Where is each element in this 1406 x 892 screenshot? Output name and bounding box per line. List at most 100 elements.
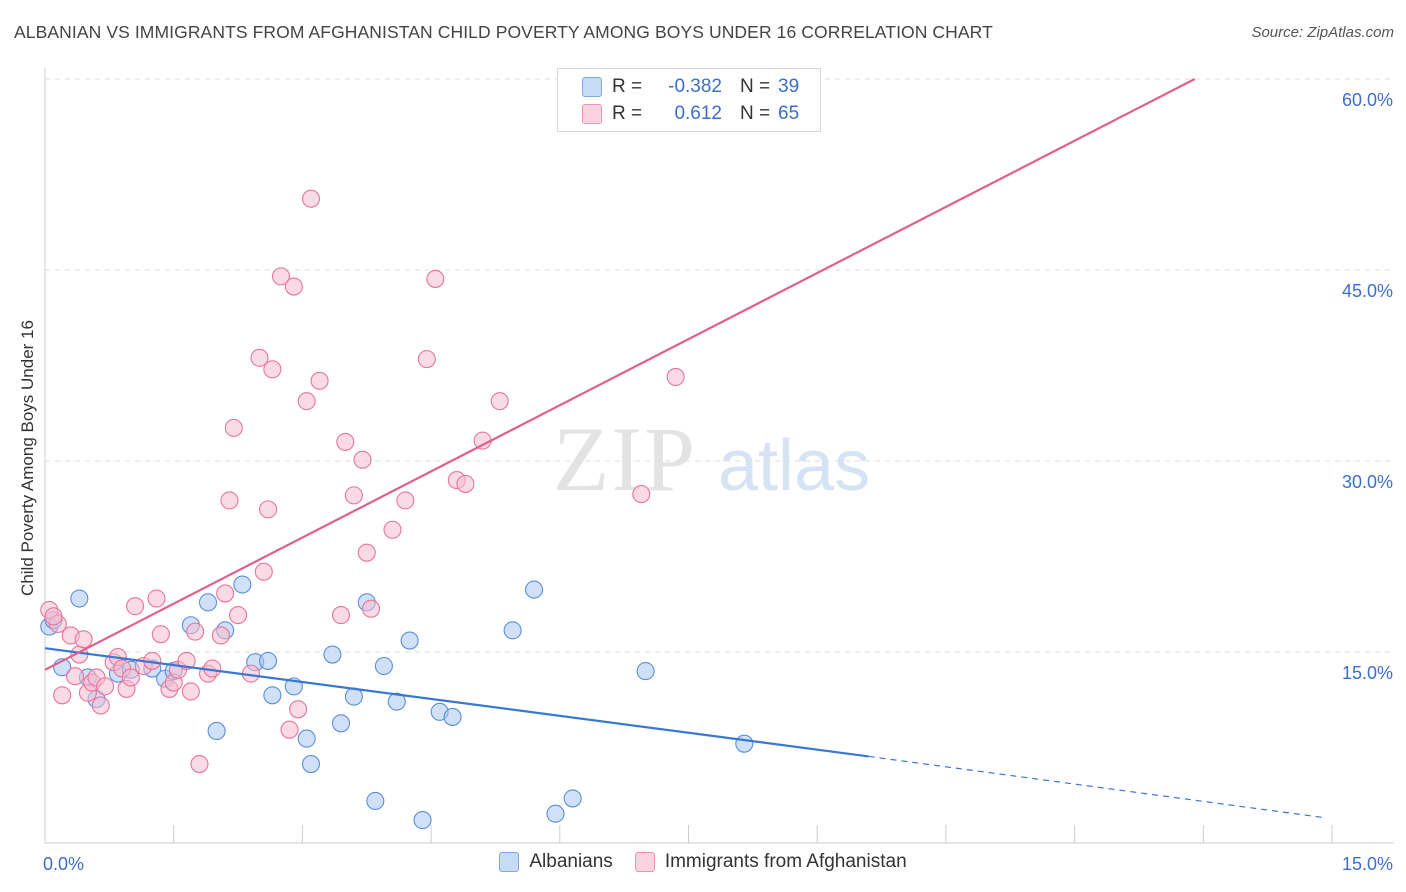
afghanistan-point (284, 277, 303, 296)
y-tick-label: 15.0% (1342, 663, 1393, 683)
albanian-point (636, 662, 655, 681)
albanian-point (331, 714, 351, 733)
watermark-atlas: atlas (718, 426, 870, 506)
albanian-point (546, 804, 565, 823)
afghanistan-point (301, 189, 321, 208)
afghanistan-point (456, 474, 475, 493)
afghanistan-point (353, 450, 372, 469)
afghanistan-point (181, 682, 200, 701)
albanian-point (323, 645, 342, 664)
afghanistan-point (357, 543, 376, 562)
trend-lines (44, 78, 1324, 819)
afghanistan-point (490, 392, 509, 411)
albanian-point (413, 811, 432, 830)
afghanistan-point (216, 584, 235, 603)
albanian-point (525, 580, 544, 599)
afghanistan-point (289, 700, 308, 719)
albanian-trend-line-extension (868, 755, 1324, 819)
albanian-point (207, 721, 226, 740)
afghanistan-point (259, 500, 278, 519)
afghanistan-point (121, 668, 140, 687)
afghanistan-point (190, 755, 209, 774)
r-label: R = (612, 103, 643, 124)
afghanistan-point (229, 606, 248, 625)
r-label: R = (612, 76, 643, 97)
albanian-point (301, 755, 321, 774)
albanian-point (563, 789, 582, 808)
afghanistan-swatch (582, 104, 602, 124)
afghanistan-point (331, 606, 351, 625)
afghanistan-point (224, 418, 243, 437)
n-value: 65 (778, 103, 800, 124)
source-label: Source: ZipAtlas.com (1251, 24, 1394, 41)
albanian-point (297, 729, 316, 748)
afghanistan-point (666, 367, 685, 387)
legend-label-afghanistan: Immigrants from Afghanistan (664, 851, 907, 872)
y-axis-label: Child Poverty Among Boys Under 16 (18, 320, 37, 596)
chart-title: ALBANIAN VS IMMIGRANTS FROM AFGHANISTAN … (14, 22, 993, 42)
afghanistan-point (280, 720, 299, 739)
afghanistan-point (473, 431, 492, 450)
albanian-point (233, 575, 252, 594)
axes (44, 68, 1394, 844)
albanian-point (374, 656, 393, 676)
stats-row-albanians: R = -0.382 N = 39 (582, 74, 799, 100)
afghanistan-point (220, 491, 239, 510)
albanian-point (387, 692, 406, 711)
albanian-trend-line (44, 647, 869, 758)
afghanistan-point (74, 630, 93, 649)
afghanistan-point (361, 599, 381, 618)
afghanistan-point (271, 267, 291, 286)
afghanistan-point (147, 589, 166, 608)
legend-item-afghanistan[interactable]: Immigrants from Afghanistan (634, 851, 907, 873)
afghanistan-point (211, 626, 230, 645)
n-label: N = (740, 76, 771, 97)
afghanistan-point (344, 486, 363, 505)
afghanistan-point (91, 696, 110, 715)
watermark-zip: ZIP (553, 408, 697, 510)
legend-item-albanians[interactable]: Albanians (499, 851, 613, 873)
afghanistan-point (417, 350, 436, 369)
afghanistan-point (383, 520, 402, 539)
stats-row-afghanistan: R = 0.612 N = 65 (582, 101, 799, 127)
albanian-point (198, 593, 218, 612)
afghanistan-point (126, 597, 145, 616)
albanian-point (263, 686, 282, 705)
afghanistan-point (44, 607, 63, 626)
series-legend: Albanians Immigrants from Afghanistan (0, 851, 1406, 873)
afghanistan-point (297, 392, 316, 411)
afghanistan-point (336, 432, 355, 451)
afghanistan-point (65, 667, 85, 686)
albanian-point (443, 707, 462, 726)
tick-labels: 15.0% 30.0% 45.0% 60.0% 0.0% 15.0% (43, 90, 1393, 874)
legend-label-albanians: Albanians (529, 851, 613, 872)
x-tick-label: 15.0% (1342, 854, 1393, 874)
afghanistan-point (186, 622, 205, 641)
afghanistan-point (310, 371, 329, 390)
albanians-legend-swatch (499, 852, 520, 872)
afghanistan-point (632, 485, 651, 504)
albanian-point (735, 734, 754, 753)
afghanistan-point (151, 625, 170, 644)
r-value: 0.612 (674, 103, 722, 124)
stats-legend: R = -0.382 N = 39 R = 0.612 N = 65 (557, 68, 821, 132)
afghanistan-point (263, 360, 282, 379)
r-value: -0.382 (668, 76, 722, 97)
n-label: N = (740, 103, 771, 124)
y-tick-label: 60.0% (1342, 90, 1393, 110)
albanian-point (70, 589, 89, 608)
afghanistan-point (426, 269, 445, 288)
gridlines (45, 78, 1394, 653)
afghanistan-point (254, 562, 273, 581)
series-points (40, 189, 754, 830)
albanian-point (366, 791, 385, 811)
y-tick-label: 30.0% (1342, 472, 1393, 492)
y-tick-label: 45.0% (1342, 281, 1393, 301)
albanians-swatch (582, 77, 602, 97)
albanian-point (503, 621, 522, 640)
n-value: 39 (778, 76, 800, 97)
albanian-point (400, 631, 419, 650)
x-tick-label: 0.0% (43, 854, 84, 874)
afghanistan-legend-swatch (634, 852, 655, 872)
